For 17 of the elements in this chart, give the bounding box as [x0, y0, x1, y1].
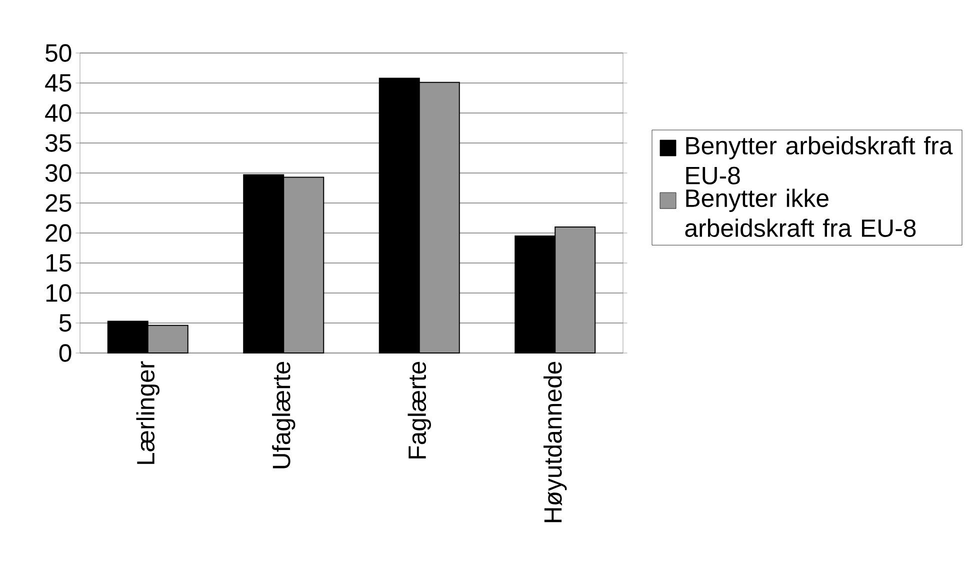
y-tick-label: 50: [46, 44, 72, 62]
y-tick-label: 10: [46, 284, 72, 302]
y-tick-label: 25: [46, 194, 72, 212]
legend-label: Benytter ikke arbeidskraft fra EU-8: [685, 188, 916, 237]
y-tick-label: 45: [45, 74, 72, 92]
legend-label: Benytter arbeidskraft fra EU-8: [686, 136, 953, 184]
y-tick-label: 0: [59, 344, 72, 362]
y-tick-label: 35: [45, 134, 72, 152]
y-tick-label: 15: [46, 254, 72, 272]
y-tick-label: 20: [46, 224, 72, 242]
x-tick-label: Faglærte: [408, 362, 431, 458]
x-tick-label: Ufaglærte: [272, 362, 296, 468]
y-tick-label: 40: [45, 104, 72, 122]
y-tick-label: 5: [59, 314, 72, 332]
x-tick-label: Lærlinger: [136, 361, 160, 464]
x-tick-label: Høyutdannede: [544, 362, 567, 522]
y-tick-label: 30: [45, 164, 72, 182]
